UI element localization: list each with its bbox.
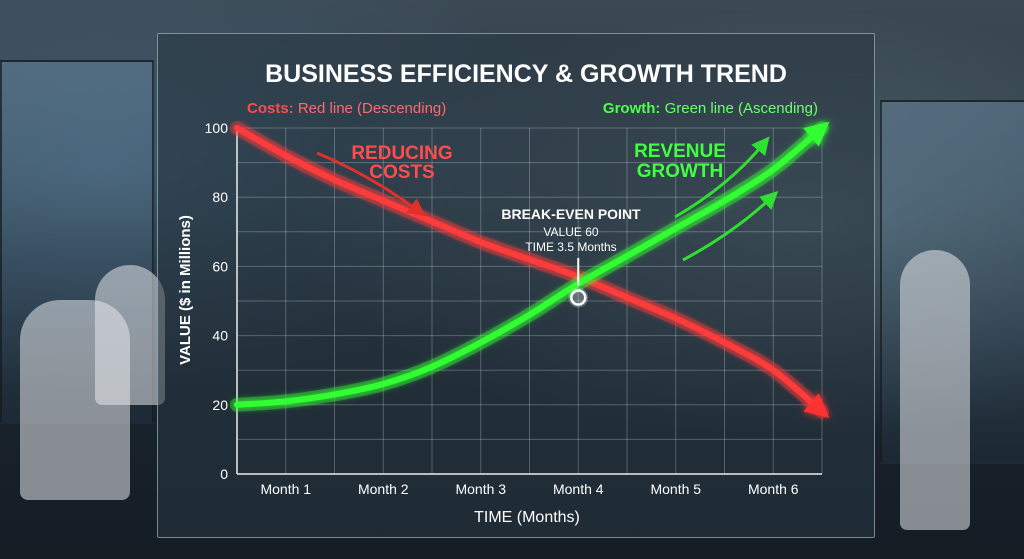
annotation-revenue: REVENUE (634, 141, 726, 162)
annotation-costs: COSTS (369, 162, 434, 183)
costs-point (382, 199, 385, 202)
growth-point (528, 313, 531, 316)
annotation-reducing: REDUCING (351, 143, 452, 164)
break-even-marker (570, 289, 587, 306)
costs-line (234, 125, 830, 418)
subtitle-growth-text: Green line (Ascending) (660, 100, 818, 117)
growth-point (821, 127, 824, 130)
growth-point (626, 255, 629, 258)
growth-point (284, 400, 287, 403)
subtitle-growth-key: Growth: (603, 100, 661, 117)
revenue-growth-arrow (682, 191, 779, 262)
costs-point (626, 296, 629, 299)
y-tick-label: 80 (212, 189, 228, 205)
break-even-annotation: BREAK-EVEN POINT VALUE 60 TIME 3.5 Month… (501, 206, 641, 308)
break-even-title: BREAK-EVEN POINT (501, 206, 641, 222)
x-tick-labels: Month 1 Month 2 Month 3 Month 4 Month 5 Month… (260, 481, 798, 497)
annotation-growth: GROWTH (637, 161, 724, 182)
costs-point (284, 154, 287, 157)
x-tick-label: Month 4 (553, 481, 604, 497)
costs-point (479, 241, 482, 244)
x-tick-label: Month 5 (650, 481, 701, 497)
y-axis-label: VALUE ($ in Millions) (177, 215, 194, 365)
costs-point (723, 341, 726, 344)
background-person (95, 265, 165, 405)
costs-point (528, 258, 531, 261)
costs-point (821, 410, 824, 413)
break-even-time: TIME 3.5 Months (525, 240, 616, 254)
series-lines (230, 121, 830, 419)
growth-point (479, 341, 482, 344)
growth-point (772, 168, 775, 171)
costs-point (674, 317, 677, 320)
y-tick-label: 20 (212, 397, 228, 413)
x-tick-label: Month 2 (358, 481, 409, 497)
growth-point (674, 227, 677, 230)
chart-axes (236, 128, 822, 475)
subtitle-costs-key: Costs: (247, 100, 294, 117)
subtitle-costs: Costs: Red line (Descending) (247, 100, 446, 117)
x-axis-label: TIME (Months) (474, 509, 580, 526)
subtitle-costs-text: Red line (Descending) (294, 100, 447, 117)
subtitle-growth: Growth: Green line (Ascending) (603, 100, 818, 117)
costs-point (236, 127, 239, 130)
growth-line (234, 121, 830, 408)
y-tick-label: 60 (212, 258, 228, 274)
growth-point (333, 393, 336, 396)
y-tick-label: 0 (220, 466, 228, 482)
y-tick-label: 40 (212, 328, 228, 344)
chart-title: BUSINESS EFFICIENCY & GROWTH TREND (265, 60, 787, 88)
growth-point (382, 383, 385, 386)
x-tick-label: Month 3 (455, 481, 506, 497)
x-tick-label: Month 6 (748, 481, 799, 497)
y-tick-label: 100 (205, 120, 229, 136)
costs-point (431, 220, 434, 223)
revenue-growth-arrow (674, 136, 770, 219)
costs-point (772, 369, 775, 372)
glass-chart-panel (157, 33, 875, 538)
background-person (900, 250, 970, 530)
y-tick-labels: 0 20 40 60 80 100 (205, 120, 229, 482)
growth-point (723, 199, 726, 202)
reducing-costs-arrow (316, 151, 426, 217)
growth-point (431, 365, 434, 368)
x-tick-label: Month 1 (260, 481, 311, 497)
growth-point (236, 403, 239, 406)
costs-point (333, 178, 336, 181)
break-even-value: VALUE 60 (543, 225, 598, 239)
